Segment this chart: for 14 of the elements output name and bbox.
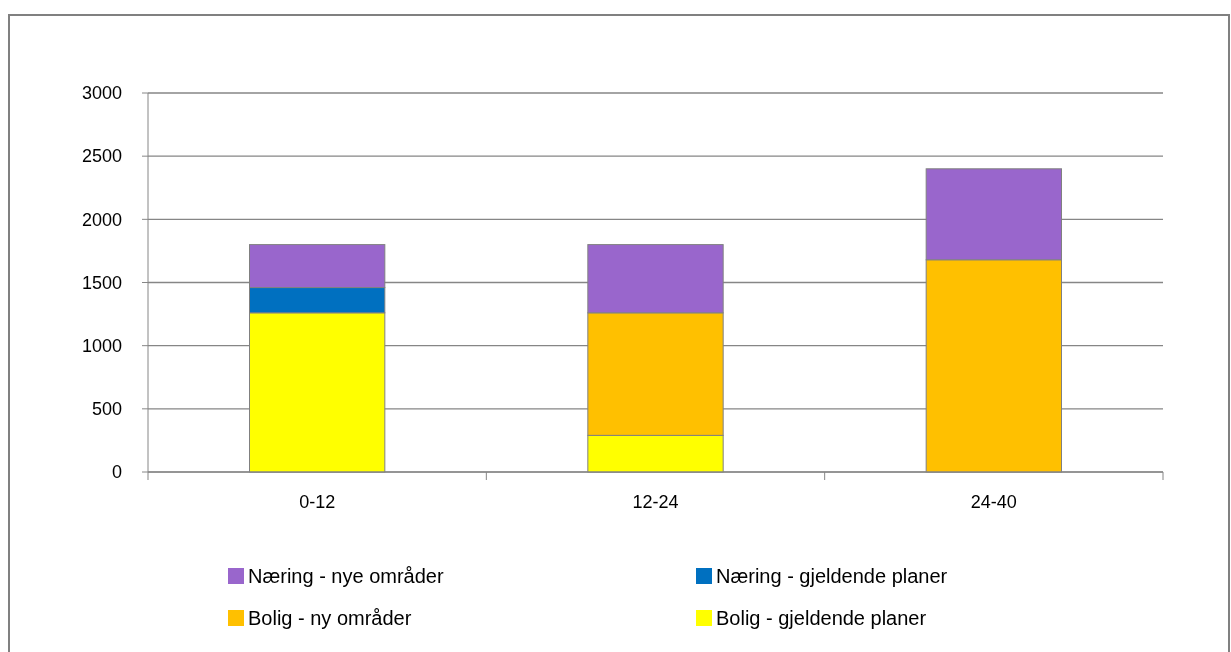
legend-label: Næring - nye områder xyxy=(248,565,444,587)
x-tick-label: 24-40 xyxy=(970,492,1017,512)
y-tick-label: 2000 xyxy=(81,209,122,230)
y-tick-label: 2500 xyxy=(81,146,122,167)
y-tick-label: 0 xyxy=(111,462,122,483)
y-tick-label: 500 xyxy=(91,399,122,420)
legend-label: Næring - gjeldende planer xyxy=(716,565,948,587)
x-tick-label: 12-24 xyxy=(632,492,679,512)
y-tick-label: 1000 xyxy=(81,335,122,356)
x-tick-label: 0-12 xyxy=(299,492,336,512)
legend-label: Bolig - ny områder xyxy=(248,607,412,629)
legend-label: Bolig - gjeldende planer xyxy=(716,607,927,629)
y-tick-label: 1500 xyxy=(81,272,122,293)
y-tick-label: 3000 xyxy=(81,83,122,104)
